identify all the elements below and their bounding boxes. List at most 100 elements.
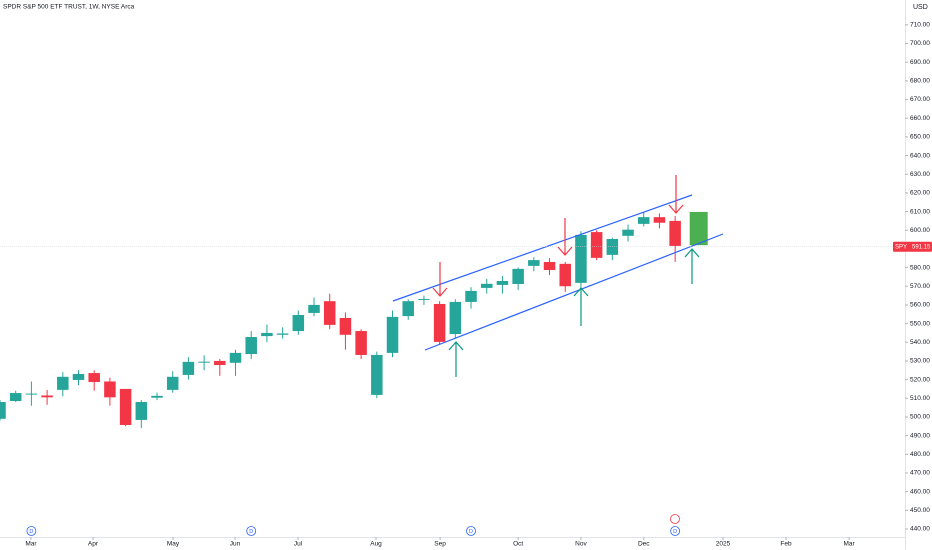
y-tick-label: 690.00	[910, 59, 930, 66]
candle-body	[88, 373, 100, 383]
y-tick-label: 680.00	[910, 78, 930, 85]
y-tick-label: 700.00	[910, 40, 930, 47]
candle-body	[276, 333, 289, 335]
y-tick-label: 600.00	[910, 227, 930, 234]
y-tick-label: 440.00	[910, 526, 930, 533]
dividend-marker	[26, 526, 37, 536]
x-tick-label: 2025	[716, 541, 731, 548]
candle-body	[402, 301, 414, 317]
y-tick-label: 450.00	[910, 507, 930, 514]
candle-body	[528, 260, 540, 266]
dividend-marker	[466, 526, 476, 536]
y-tick-label: 510.00	[910, 395, 930, 402]
y-tick-label: 610.00	[910, 208, 930, 215]
candle-body	[575, 234, 587, 283]
x-tick-label: Oct	[513, 541, 523, 548]
currency: USD	[913, 4, 928, 11]
channel-lower	[424, 233, 724, 351]
candle-body	[323, 301, 336, 325]
y-tick-label: 710.00	[910, 22, 930, 29]
candle-body	[119, 388, 132, 425]
price-label-box	[893, 241, 932, 252]
y-tick-label: 540.00	[910, 339, 930, 346]
y-tick-label: 670.00	[910, 96, 930, 103]
arrow-up	[684, 248, 700, 284]
candle-body	[512, 268, 524, 284]
candle-body	[229, 352, 242, 363]
y-tick-label: 630.00	[910, 171, 930, 178]
candle-body	[214, 360, 226, 366]
candle-body	[669, 220, 681, 246]
candle-body	[0, 402, 6, 419]
candle-body	[166, 376, 179, 390]
y-tick-label: 560.00	[910, 302, 930, 309]
candle-body	[41, 395, 53, 398]
x-tick-label: Feb	[780, 541, 792, 548]
candle-body	[308, 304, 320, 313]
candle-body	[559, 263, 571, 287]
candle-body	[245, 337, 257, 355]
y-tick-label: 490.00	[910, 432, 930, 439]
y-tick-label: 470.00	[910, 470, 930, 477]
candle-body	[151, 395, 163, 398]
x-tick-label: Jun	[230, 541, 241, 548]
dividend-label: D	[673, 529, 677, 535]
channel-upper	[392, 194, 693, 302]
y-tick-label: 650.00	[910, 134, 930, 141]
x-tick-label: Apr	[88, 541, 99, 548]
candle-body	[182, 361, 195, 375]
candle-body	[371, 354, 383, 395]
arrow-up	[573, 287, 589, 326]
candle-body	[496, 281, 509, 285]
candle-body	[104, 381, 116, 398]
candle-body	[590, 232, 603, 258]
arrow-up	[448, 341, 464, 377]
dividend-label: D	[29, 529, 33, 535]
drawings	[392, 175, 724, 524]
dividend-marker	[670, 526, 681, 536]
event-icon	[670, 514, 680, 524]
x-tick-label: Aug	[370, 541, 382, 548]
y-tick-label: 520.00	[910, 376, 930, 383]
price-label-symbol: SPY	[895, 244, 907, 250]
candle-body	[9, 393, 22, 402]
y-tick-label: 480.00	[910, 451, 930, 458]
candle-body	[261, 332, 273, 337]
arrow-down	[557, 218, 573, 256]
y-tick-label: 640.00	[910, 152, 930, 159]
x-tick-label: Mar	[844, 541, 856, 548]
y-tick-label: 580.00	[910, 264, 930, 271]
candle-body	[386, 316, 399, 353]
chart-title: SPDR S&P 500 ETF TRUST, 1W, NYSE Arca	[3, 4, 135, 11]
candle-body	[418, 298, 430, 300]
candle-body	[135, 402, 148, 420]
y-tick-label: 550.00	[910, 320, 930, 327]
y-tick-label: 530.00	[910, 358, 930, 365]
candle-body	[433, 303, 446, 342]
candle-body	[72, 373, 85, 380]
candle-body	[480, 283, 493, 288]
x-tick-label: Mar	[25, 541, 37, 548]
dividend-label: D	[249, 529, 253, 535]
x-tick-label: May	[167, 541, 180, 548]
y-tick-label: 620.00	[910, 190, 930, 197]
marks	[0, 211, 708, 429]
candle-body	[653, 217, 666, 223]
candle-body	[355, 331, 367, 355]
x-tick-label: Nov	[575, 541, 587, 548]
arrow-down	[432, 262, 448, 297]
candle-body	[637, 217, 650, 224]
candle-body	[25, 393, 38, 395]
price-label-value: 591.15	[912, 244, 931, 250]
candle-body	[622, 229, 634, 236]
candle-body	[57, 376, 69, 390]
dividend-marker	[246, 526, 257, 536]
y-tick-label: 460.00	[910, 488, 930, 495]
candle-body	[198, 361, 210, 363]
candle-body	[292, 314, 305, 332]
y-tick-label: 660.00	[910, 115, 930, 122]
x-tick-label: Jul	[294, 541, 303, 548]
candle-body	[689, 211, 708, 246]
